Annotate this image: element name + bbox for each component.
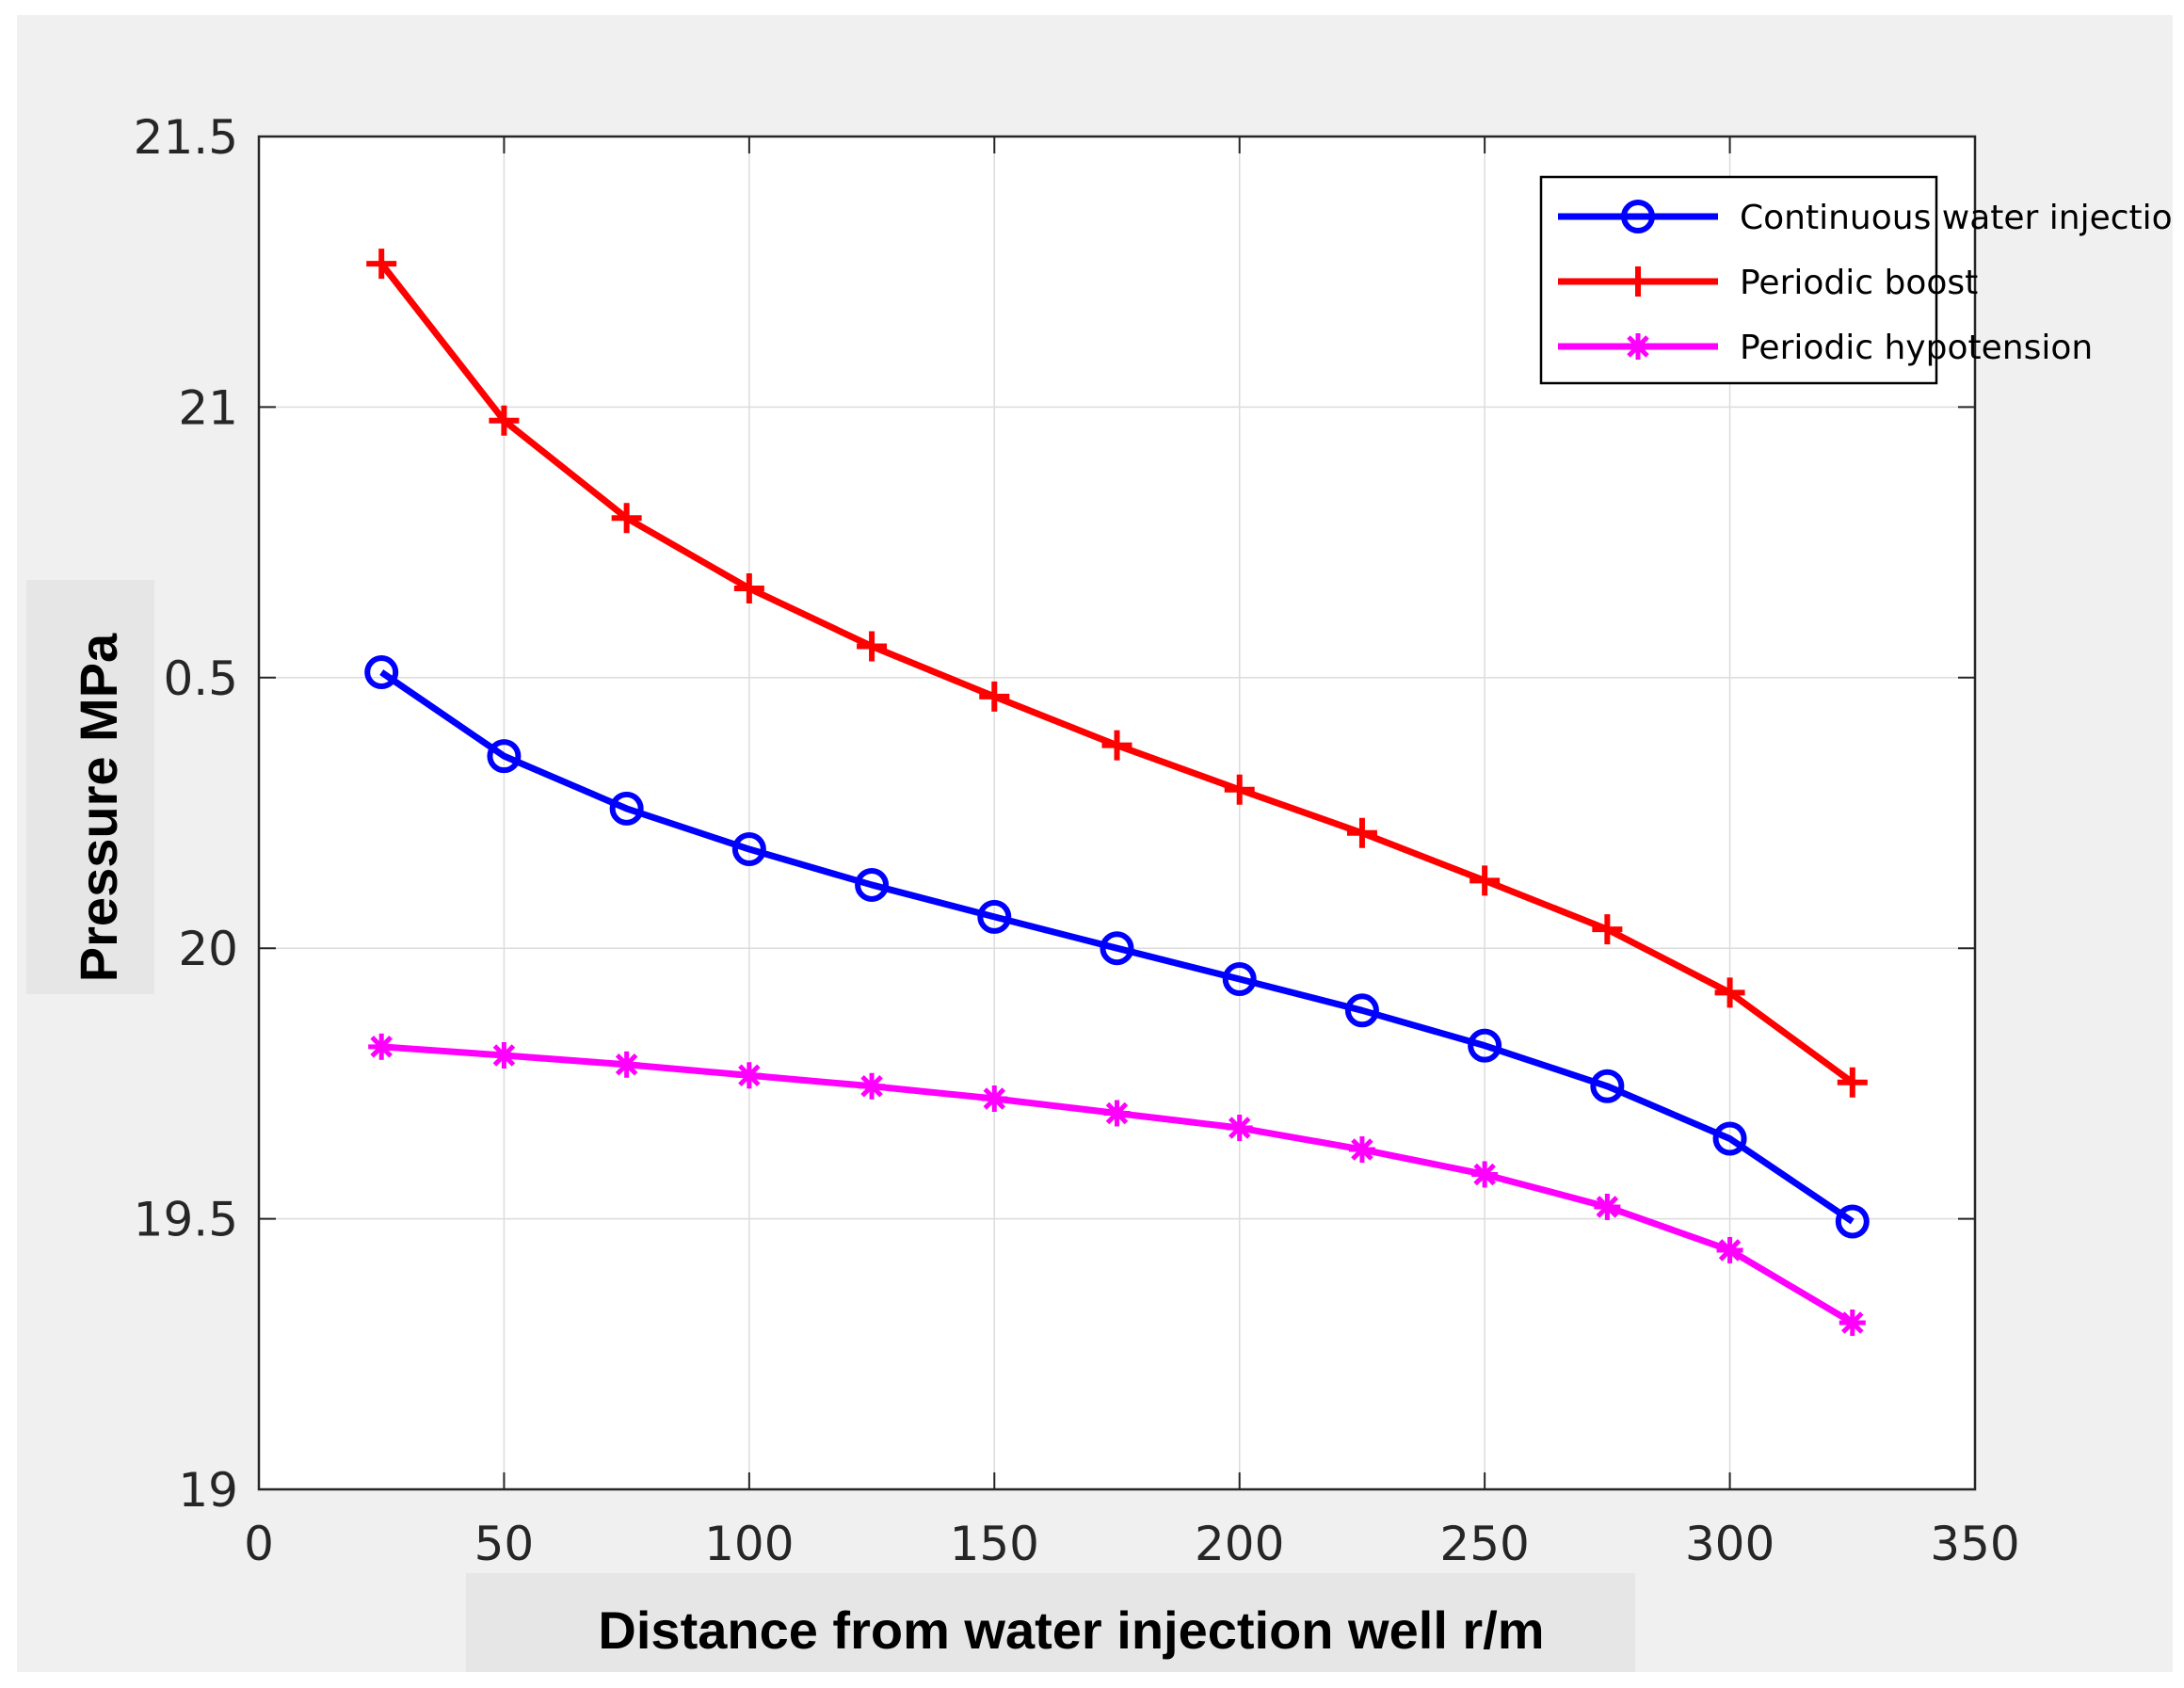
data-point-periodic-boost xyxy=(1101,730,1132,761)
legend-marker-periodic-hypotension xyxy=(1625,333,1651,360)
data-point-periodic-hypotension xyxy=(490,1042,518,1069)
y-axis-label: Pressure MPa xyxy=(69,633,128,982)
data-point-continuous-water-injection xyxy=(487,739,522,774)
legend-marker-continuous-water-injection xyxy=(1621,200,1655,233)
legend-label-continuous-water-injection: Continuous water injection xyxy=(1740,199,2173,237)
data-point-periodic-hypotension xyxy=(981,1085,1008,1112)
y-axis-label-box xyxy=(26,580,154,994)
x-axis-label: Distance from water injection well r/m xyxy=(598,1600,1544,1660)
data-point-periodic-boost xyxy=(857,631,888,662)
data-point-continuous-water-injection xyxy=(1590,1069,1625,1103)
legend-marker-periodic-boost xyxy=(1623,266,1653,297)
data-point-periodic-boost xyxy=(366,249,397,280)
data-point-periodic-boost xyxy=(1592,914,1623,945)
data-point-continuous-water-injection xyxy=(731,832,766,867)
data-point-periodic-boost xyxy=(1837,1067,1868,1098)
data-point-periodic-hypotension xyxy=(1226,1115,1253,1142)
x-tick-label: 150 xyxy=(950,1517,1039,1571)
data-point-periodic-hypotension xyxy=(1839,1309,1866,1336)
data-point-periodic-boost xyxy=(489,405,520,436)
y-tick-label: 20 xyxy=(178,922,238,976)
data-point-continuous-water-injection xyxy=(1835,1204,1870,1239)
data-point-continuous-water-injection xyxy=(364,655,399,690)
series-group xyxy=(364,249,1870,1336)
y-tick-label: 21 xyxy=(178,380,238,435)
data-point-continuous-water-injection xyxy=(855,867,890,902)
figure-background: 0 50 100 150 200 250 300 350 19 19.5 20 0.5 21 21.5 P… xyxy=(17,15,2173,1672)
data-point-periodic-hypotension xyxy=(859,1072,886,1100)
data-point-continuous-water-injection xyxy=(1468,1028,1502,1063)
data-point-periodic-hypotension xyxy=(1103,1100,1131,1127)
y-tick-label: 19.5 xyxy=(134,1193,238,1247)
y-tick-label: 0.5 xyxy=(163,651,238,706)
x-axis-label-box xyxy=(466,1573,1635,1672)
data-point-periodic-hypotension xyxy=(1716,1236,1743,1263)
data-point-periodic-boost xyxy=(1346,817,1377,848)
x-tick-label: 250 xyxy=(1439,1517,1529,1571)
y-tick-label: 19 xyxy=(178,1463,238,1518)
legend-label-periodic-hypotension: Periodic hypotension xyxy=(1740,329,2093,367)
x-tick-label: 200 xyxy=(1195,1517,1284,1571)
series-line-continuous-water-injection xyxy=(379,669,1855,1225)
data-point-periodic-boost xyxy=(611,503,642,534)
axis-ticks: 0 50 100 150 200 250 300 350 19 19.5 20 0.5 21 21.5 xyxy=(134,110,2020,1571)
data-point-continuous-water-injection xyxy=(609,791,644,826)
x-tick-label: 50 xyxy=(474,1517,535,1571)
x-tick-label: 100 xyxy=(704,1517,794,1571)
data-point-continuous-water-injection xyxy=(1344,993,1379,1028)
data-point-periodic-hypotension xyxy=(1348,1136,1375,1164)
data-point-periodic-hypotension xyxy=(613,1051,640,1078)
legend-label-periodic-boost: Periodic boost xyxy=(1740,264,1978,302)
data-point-periodic-hypotension xyxy=(735,1062,763,1089)
data-point-periodic-boost xyxy=(733,572,764,603)
line-chart: 0 50 100 150 200 250 300 350 19 19.5 20 0.5 21 21.5 P… xyxy=(26,110,2173,1672)
data-point-continuous-water-injection xyxy=(1222,961,1257,996)
axes-frame xyxy=(257,135,1977,1491)
y-tick-label: 21.5 xyxy=(134,110,238,165)
data-point-periodic-hypotension xyxy=(1471,1161,1499,1188)
x-tick-label: 350 xyxy=(1930,1517,2019,1571)
data-point-continuous-water-injection xyxy=(1712,1121,1747,1156)
x-tick-label: 300 xyxy=(1685,1517,1774,1571)
data-point-periodic-hypotension xyxy=(1594,1193,1621,1220)
data-point-periodic-hypotension xyxy=(368,1033,395,1060)
legend: Continuous water injection Periodic boost… xyxy=(1539,175,2173,385)
data-point-periodic-boost xyxy=(1469,865,1501,896)
data-point-periodic-boost xyxy=(1224,774,1255,805)
data-point-periodic-boost xyxy=(1714,977,1745,1008)
data-point-continuous-water-injection xyxy=(977,899,1012,934)
data-point-continuous-water-injection xyxy=(1100,931,1134,966)
x-tick-label: 0 xyxy=(244,1517,274,1571)
data-point-periodic-boost xyxy=(979,681,1010,712)
